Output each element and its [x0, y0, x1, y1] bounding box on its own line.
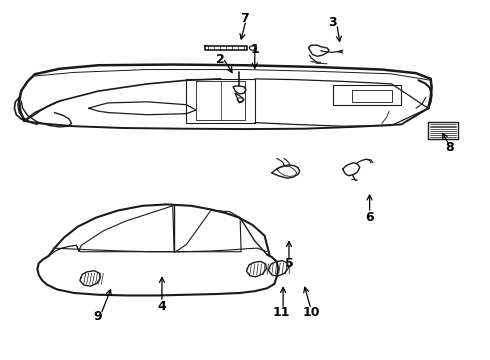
Text: 10: 10 — [302, 306, 319, 319]
Text: 11: 11 — [273, 306, 291, 319]
Text: 2: 2 — [216, 53, 225, 66]
Text: 8: 8 — [445, 141, 454, 154]
Text: 4: 4 — [158, 300, 166, 313]
Text: 3: 3 — [329, 16, 337, 29]
Text: 1: 1 — [250, 42, 259, 55]
Text: 9: 9 — [93, 310, 102, 324]
Text: 5: 5 — [285, 257, 294, 270]
Text: 7: 7 — [240, 12, 248, 25]
Text: 6: 6 — [365, 211, 374, 224]
